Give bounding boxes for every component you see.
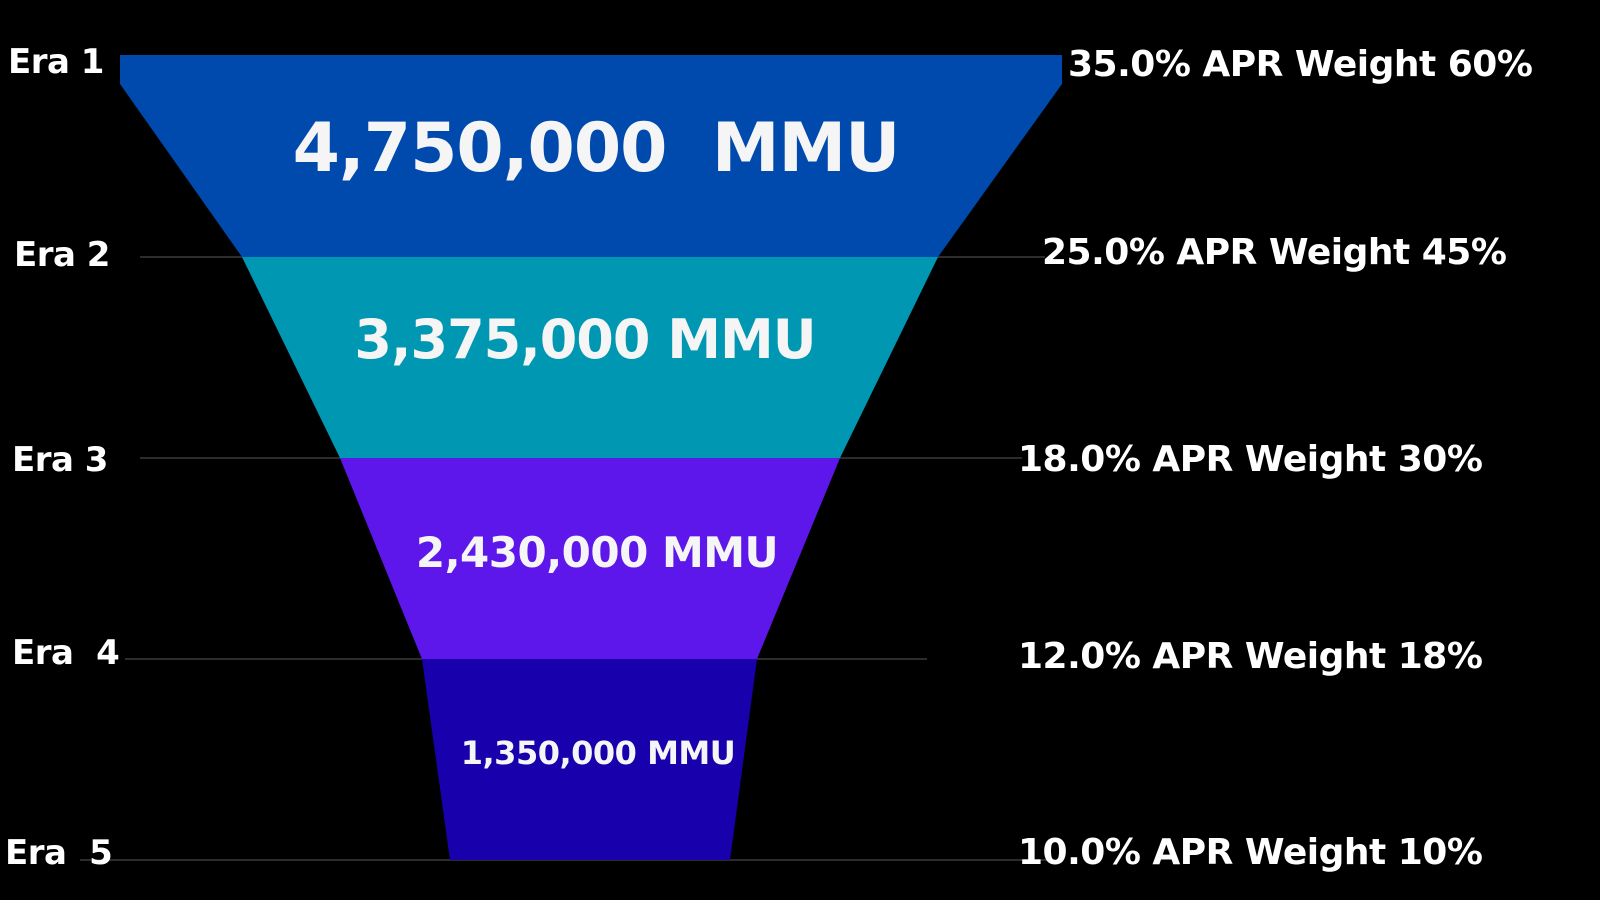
funnel-segment-era-4: [422, 659, 757, 860]
segment-value-era-1: 4,750,000 MMU: [292, 109, 901, 188]
era-label-4: Era 4: [12, 633, 120, 673]
apr-weight-label-era-4: 12.0% APR Weight 18%: [1018, 636, 1483, 677]
funnel-segment-era-1: [120, 55, 1062, 257]
funnel-segment-era-3: [340, 458, 840, 659]
funnel-segment-era-2: [242, 257, 938, 458]
era-label-5: Era 5: [5, 833, 113, 873]
segment-value-era-3: 2,430,000 MMU: [415, 528, 779, 577]
apr-weight-label-era-5: 10.0% APR Weight 10%: [1018, 832, 1483, 873]
era-label-1: Era 1: [8, 42, 104, 82]
apr-weight-label-era-1: 35.0% APR Weight 60%: [1068, 44, 1533, 85]
era-label-2: Era 2: [14, 235, 110, 275]
apr-weight-label-era-3: 18.0% APR Weight 30%: [1018, 439, 1483, 480]
era-label-3: Era 3: [12, 440, 108, 480]
apr-weight-label-era-2: 25.0% APR Weight 45%: [1042, 232, 1507, 273]
segment-value-era-2: 3,375,000 MMU: [354, 308, 816, 371]
segment-value-era-4: 1,350,000 MMU: [460, 734, 736, 772]
